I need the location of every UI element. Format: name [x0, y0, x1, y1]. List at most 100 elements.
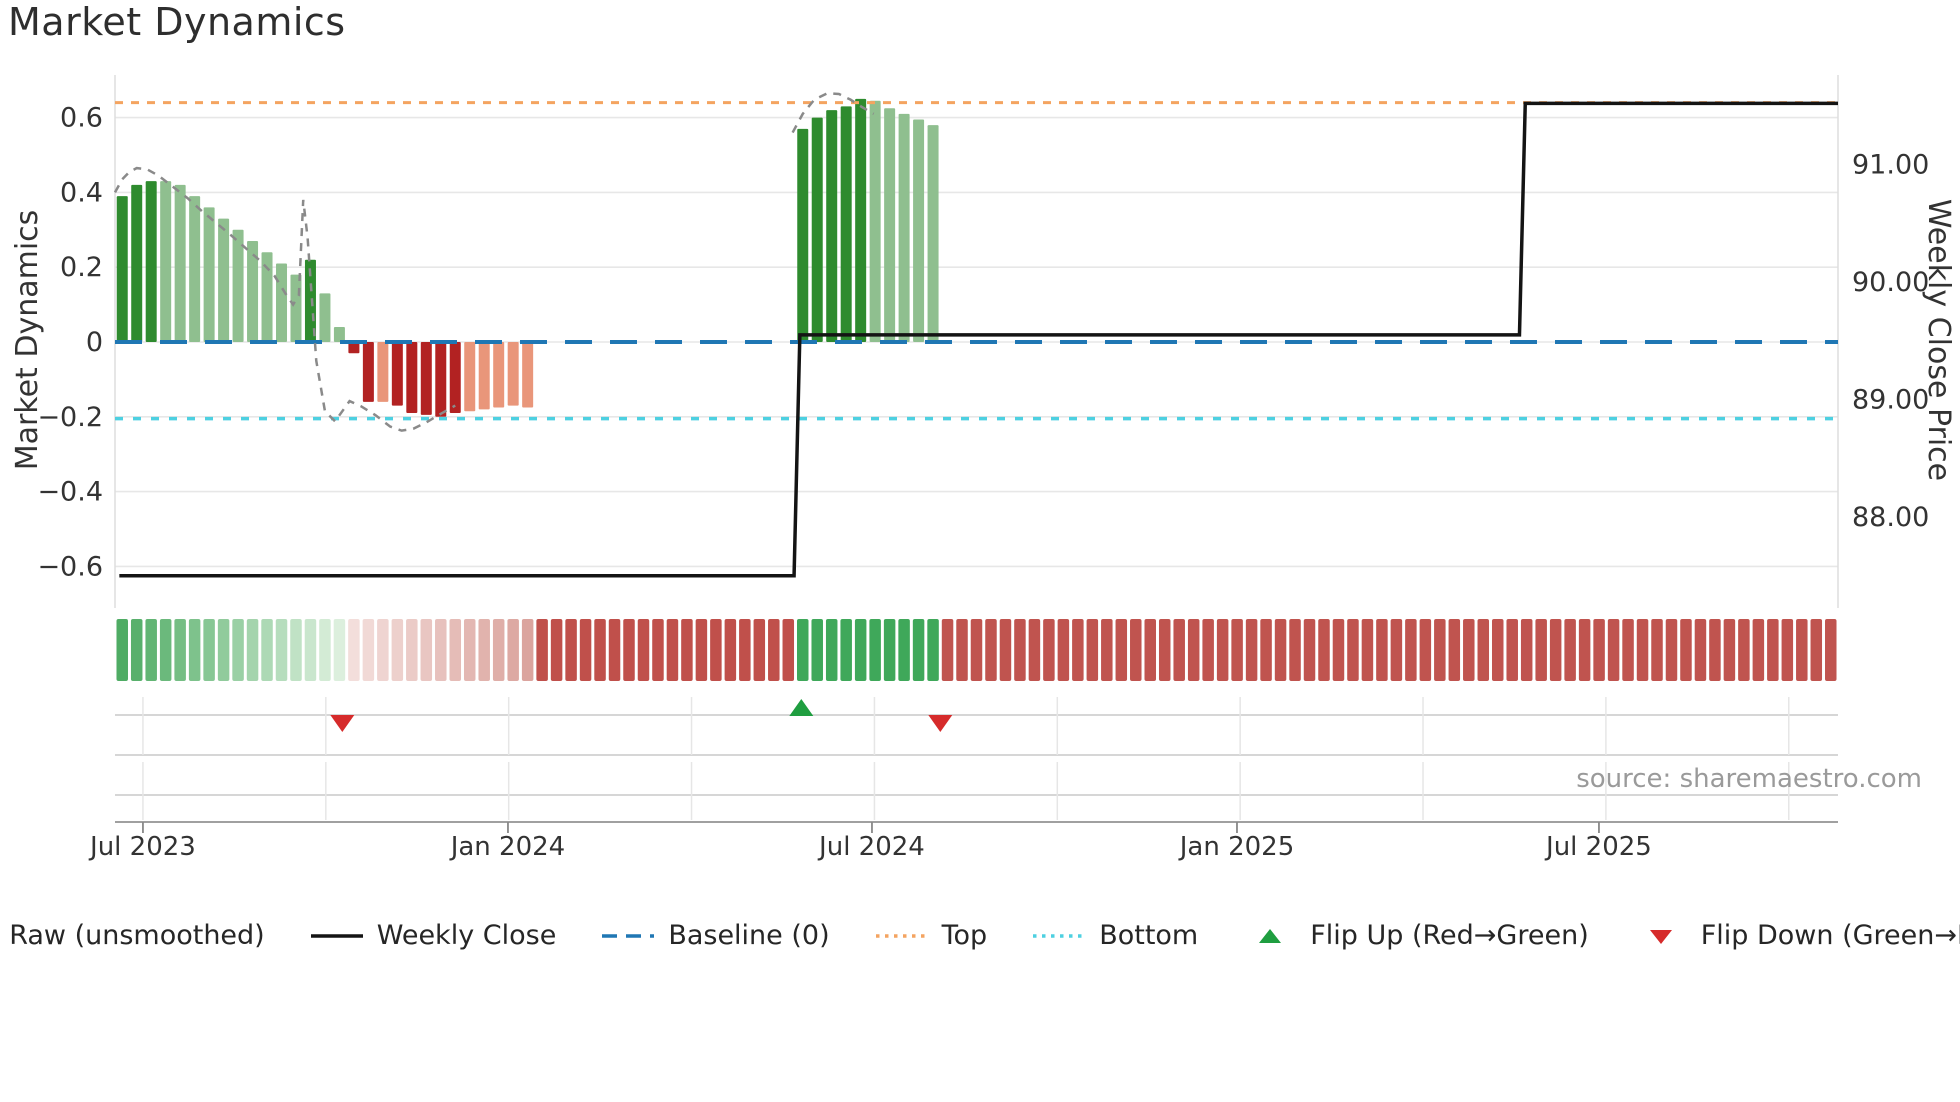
strip-cell	[797, 619, 809, 681]
strip-cell	[1709, 619, 1721, 681]
strip-cell	[999, 619, 1012, 681]
left-tick-label: 0.2	[60, 252, 103, 283]
bar	[797, 128, 809, 342]
bar	[116, 196, 128, 342]
strip-cell	[1173, 619, 1185, 681]
strip-cell	[782, 619, 795, 681]
bar	[913, 119, 925, 342]
strip-cell	[811, 619, 823, 681]
strip-cell	[1390, 619, 1403, 681]
strip-cell	[1723, 619, 1736, 681]
strip-cell	[1158, 619, 1171, 681]
strip-cell	[550, 619, 563, 681]
x-tick-label: Jan 2025	[1178, 832, 1295, 862]
left-tick-label: −0.4	[37, 477, 103, 508]
strip-cell	[1347, 619, 1359, 681]
x-tick-label: Jul 2024	[817, 832, 925, 862]
bar	[160, 181, 172, 342]
legend-label: Raw (unsmoothed)	[9, 920, 265, 951]
bar	[131, 184, 143, 342]
bar	[348, 342, 360, 354]
strip-cell	[145, 619, 157, 681]
strip-cell	[463, 619, 476, 681]
strip-cell	[825, 619, 838, 681]
strip-cell	[1245, 619, 1258, 681]
bar	[898, 113, 910, 342]
bar	[232, 229, 244, 342]
flip-down-swatch-icon	[1649, 929, 1672, 944]
right-axis-title: Weekly Close Price	[1921, 198, 1956, 482]
strip-cell	[1680, 619, 1692, 681]
legend-label: Top	[941, 920, 988, 951]
strip-cell	[478, 619, 490, 681]
strip-cell	[854, 619, 867, 681]
strip-cell	[739, 619, 751, 681]
legend-label: Baseline (0)	[668, 920, 830, 951]
bar	[304, 259, 316, 342]
strip-cell	[333, 619, 346, 681]
strip-cell	[883, 619, 896, 681]
bottom-swatch-icon	[1033, 933, 1086, 938]
bar	[840, 106, 852, 342]
strip-cell	[985, 619, 997, 681]
strip-cell	[1825, 619, 1837, 681]
strip-cell	[275, 619, 288, 681]
strip-cell	[1578, 619, 1591, 681]
bar	[884, 108, 896, 342]
left-tick-label: −0.6	[37, 551, 103, 582]
legend-label: Weekly Close	[376, 920, 557, 951]
left-tick-label: −0.2	[37, 402, 103, 433]
strip-cell	[1434, 619, 1446, 681]
strip-cell	[941, 619, 954, 681]
bar	[493, 342, 505, 408]
bar	[507, 342, 519, 406]
strip-cell	[391, 619, 404, 681]
strip-cell	[1781, 619, 1794, 681]
strip-cell	[261, 619, 273, 681]
strip-cell	[1448, 619, 1461, 681]
strip-cell	[970, 619, 983, 681]
strip-cell	[1115, 619, 1128, 681]
strip-cell	[1491, 619, 1504, 681]
strip-cell	[710, 619, 722, 681]
page-title: Market Dynamics	[8, 0, 346, 44]
x-tick-label: Jul 2025	[1544, 832, 1652, 862]
strip-cell	[232, 619, 244, 681]
strip-cell	[1622, 619, 1634, 681]
legend-item-bottom: Bottom	[1031, 920, 1198, 951]
left-axis-title: Market Dynamics	[10, 209, 45, 471]
bar	[449, 342, 461, 414]
strip-cell	[1752, 619, 1765, 681]
bar	[145, 181, 157, 342]
strip-cell	[1332, 619, 1345, 681]
strip-cell	[956, 619, 968, 681]
strip-cell	[1636, 619, 1649, 681]
strip-cell	[290, 619, 302, 681]
legend-label: Flip Up (Red→Green)	[1310, 920, 1589, 951]
strip-cell	[377, 619, 389, 681]
raw-line	[113, 166, 456, 432]
strip-cell	[1028, 619, 1041, 681]
strip-cell	[435, 619, 447, 681]
strip-cell	[608, 619, 621, 681]
strip-cell	[116, 619, 128, 681]
close-swatch-icon	[310, 933, 363, 938]
strip-cell	[348, 619, 360, 681]
strip-cell	[579, 619, 592, 681]
strip-cell	[768, 619, 780, 681]
legend: Raw (unsmoothed) Weekly Close Baseline (0)…	[0, 920, 1960, 951]
strip-cell	[623, 619, 635, 681]
strip-cell	[521, 619, 534, 681]
strip-cell	[130, 619, 143, 681]
bar	[261, 252, 273, 342]
strip-cell	[217, 619, 230, 681]
legend-item-flip-up: Flip Up (Red→Green)	[1242, 920, 1589, 951]
top-swatch-icon	[875, 933, 928, 938]
strip-cell	[1303, 619, 1316, 681]
strip-cell	[1564, 619, 1576, 681]
legend-label: Bottom	[1099, 920, 1199, 951]
strip-cell	[869, 619, 881, 681]
right-tick-label: 91.00	[1852, 150, 1929, 181]
